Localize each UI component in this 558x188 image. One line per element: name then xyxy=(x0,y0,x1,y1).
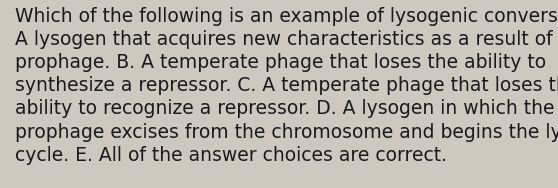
Text: Which of the following is an example of lysogenic conversion? A.
A lysogen that : Which of the following is an example of … xyxy=(15,7,558,165)
